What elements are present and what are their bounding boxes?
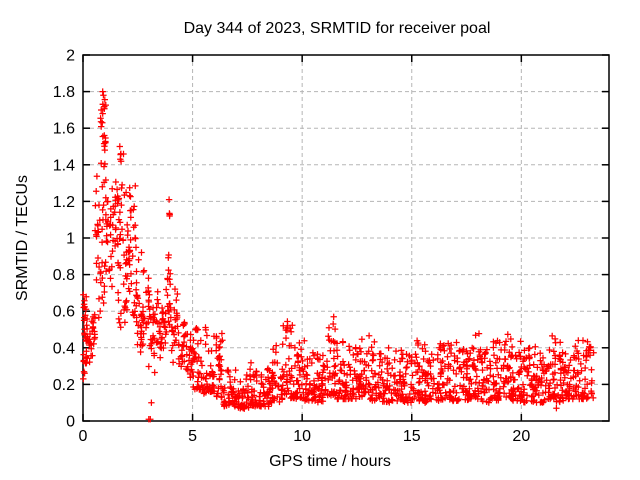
x-tick-labels: 0 5 10 15 20 [79, 428, 531, 445]
y-tick-label: 1.8 [53, 84, 75, 101]
chart-title: Day 344 of 2023, SRMTID for receiver poa… [184, 20, 491, 37]
y-tick-label: 0.2 [53, 377, 75, 394]
x-tick-label: 20 [512, 428, 530, 445]
y-axis-title: SRMTID / TECUs [14, 175, 31, 301]
x-tick-label: 15 [403, 428, 421, 445]
y-tick-label: 1 [66, 231, 75, 248]
plot-frame [82, 54, 610, 422]
y-tick-label: 2 [66, 48, 75, 65]
y-tick-label: 1.4 [53, 157, 75, 174]
x-tick-label: 0 [79, 428, 88, 445]
x-axis-title: GPS time / hours [269, 453, 391, 470]
y-tick-label: 0.8 [53, 267, 75, 284]
y-tick-label: 1.6 [53, 121, 75, 138]
x-tick-label: 5 [188, 428, 197, 445]
data-points-scatter [80, 88, 597, 423]
x-tick-label: 10 [293, 428, 311, 445]
y-tick-label: 0.6 [53, 304, 75, 321]
y-tick-label: 1.2 [53, 194, 75, 211]
y-tick-labels: 0 0.2 0.4 0.6 0.8 1 1.2 1.4 1.6 1.8 2 [53, 48, 75, 431]
y-tick-label: 0 [66, 414, 75, 431]
y-tick-label: 0.4 [53, 340, 75, 357]
